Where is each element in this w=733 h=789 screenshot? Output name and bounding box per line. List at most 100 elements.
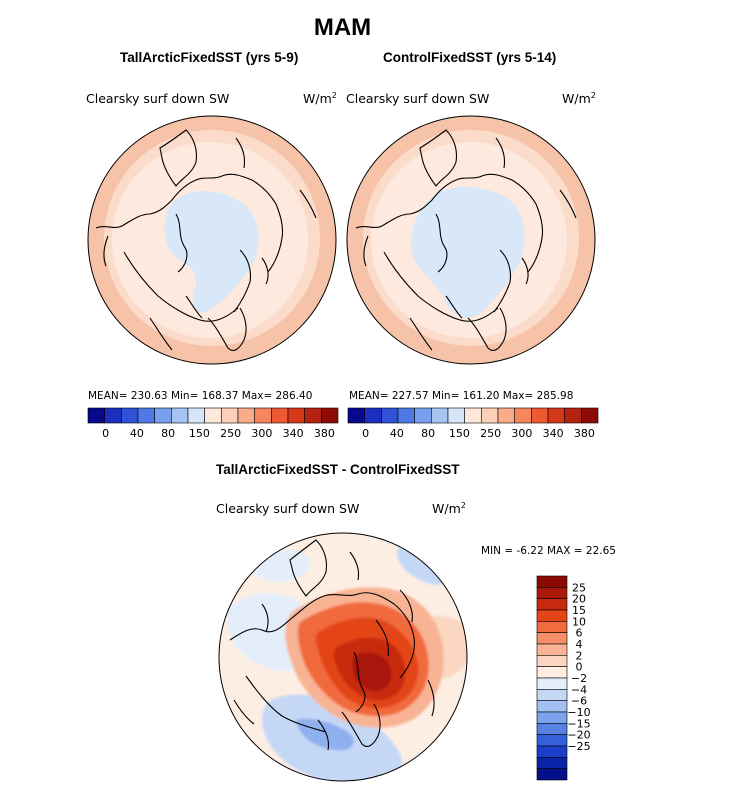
diff-colorbar-swatch-16 xyxy=(536,757,568,769)
diff-colorbar-label-14: −25 xyxy=(567,740,590,753)
left-colorbar-swatch-14 xyxy=(321,407,339,424)
left-colorbar-swatch-1 xyxy=(104,407,122,424)
left-colorbar: 0 40 80 150 250 300 340 380 xyxy=(87,407,339,440)
left-colorbar-label-1: 40 xyxy=(130,427,144,440)
figure-title: MAM xyxy=(313,14,372,41)
diff-colorbar-swatch-2 xyxy=(536,598,568,611)
diff-colorbar-swatch-8 xyxy=(536,666,568,679)
left-polar-map xyxy=(87,115,337,365)
diff-colorbar-label-2: 15 xyxy=(572,604,586,617)
right-colorbar-label-7: 380 xyxy=(574,427,595,440)
diff-colorbar-swatch-6 xyxy=(536,643,568,656)
left-stats: MEAN= 230.63 Min= 168.37 Max= 286.40 xyxy=(88,390,313,402)
right-colorbar-swatch-12 xyxy=(547,407,565,424)
diff-colorbar-label-1: 20 xyxy=(572,593,586,606)
diff-colorbar-label-13: −20 xyxy=(567,729,590,742)
right-colorbar-swatch-5 xyxy=(431,407,449,424)
right-colorbar-swatch-0 xyxy=(347,407,365,424)
left-colorbar-swatch-8 xyxy=(221,407,239,424)
diff-colorbar-swatch-0 xyxy=(536,575,568,588)
diff-colorbar-label-0: 25 xyxy=(572,581,586,594)
difference-polar-map xyxy=(218,532,468,782)
right-units-label: W/m2 xyxy=(562,91,596,107)
right-colorbar-swatch-9 xyxy=(497,407,515,424)
diff-colorbar-swatch-4 xyxy=(536,621,568,633)
right-colorbar-swatch-11 xyxy=(531,407,549,424)
diff-colorbar-swatch-9 xyxy=(536,677,568,690)
left-colorbar-swatch-10 xyxy=(254,407,272,424)
right-colorbar-swatch-13 xyxy=(564,407,582,424)
left-colorbar-swatch-5 xyxy=(171,407,189,424)
right-colorbar-label-3: 150 xyxy=(449,427,470,440)
right-colorbar-label-0: 0 xyxy=(362,427,369,440)
left-colorbar-label-7: 380 xyxy=(314,427,335,440)
diff-colorbar-swatch-13 xyxy=(536,723,568,735)
right-colorbar-label-6: 340 xyxy=(543,427,564,440)
right-colorbar-swatch-4 xyxy=(414,407,432,424)
left-colorbar-label-0: 0 xyxy=(102,427,109,440)
left-colorbar-swatch-0 xyxy=(87,407,105,424)
diff-panel-title: TallArcticFixedSST - ControlFixedSST xyxy=(216,462,460,477)
right-panel-title: ControlFixedSST (yrs 5-14) xyxy=(383,50,557,65)
right-colorbar-swatch-3 xyxy=(397,407,415,424)
right-colorbar-label-5: 300 xyxy=(511,427,532,440)
right-colorbar-swatch-6 xyxy=(447,407,465,424)
left-colorbar-swatch-2 xyxy=(121,407,139,424)
left-colorbar-label-3: 150 xyxy=(189,427,210,440)
left-variable-label: Clearsky surf down SW xyxy=(86,91,230,106)
right-colorbar-label-2: 80 xyxy=(421,427,435,440)
left-colorbar-swatch-11 xyxy=(271,407,289,424)
diff-colorbar-label-5: 4 xyxy=(576,638,583,651)
right-colorbar-swatch-10 xyxy=(514,407,532,424)
diff-colorbar-swatch-17 xyxy=(536,768,568,781)
left-colorbar-label-4: 250 xyxy=(220,427,241,440)
diff-colorbar-label-8: −2 xyxy=(571,672,587,685)
diff-colorbar-label-6: 2 xyxy=(576,649,583,662)
diff-colorbar-swatch-11 xyxy=(536,700,568,713)
left-colorbar-swatch-6 xyxy=(187,407,205,424)
diff-colorbar-swatch-15 xyxy=(536,745,568,758)
right-polar-map xyxy=(346,115,596,365)
diff-colorbar-label-11: −10 xyxy=(567,706,590,719)
left-panel-title: TallArcticFixedSST (yrs 5-9) xyxy=(120,50,299,65)
diff-colorbar-label-7: 0 xyxy=(576,661,583,674)
right-colorbar-swatch-7 xyxy=(464,407,482,424)
diff-colorbar-swatch-14 xyxy=(536,734,568,747)
diff-colorbar-swatch-10 xyxy=(536,689,568,701)
left-colorbar-label-5: 300 xyxy=(251,427,272,440)
right-colorbar-swatch-14 xyxy=(581,407,599,424)
right-colorbar-swatch-1 xyxy=(364,407,382,424)
diff-colorbar-swatch-5 xyxy=(536,632,568,645)
right-colorbar-label-1: 40 xyxy=(390,427,404,440)
right-colorbar-swatch-8 xyxy=(481,407,499,424)
left-colorbar-swatch-7 xyxy=(204,407,222,424)
right-colorbar-label-4: 250 xyxy=(480,427,501,440)
left-colorbar-swatch-3 xyxy=(137,407,155,424)
diff-variable-label: Clearsky surf down SW xyxy=(216,501,360,516)
diff-units-label: W/m2 xyxy=(432,501,466,517)
right-stats: MEAN= 227.57 Min= 161.20 Max= 285.98 xyxy=(349,390,574,402)
left-colorbar-swatch-9 xyxy=(237,407,255,424)
diff-colorbar-swatch-3 xyxy=(536,609,568,622)
diff-colorbar-label-4: 6 xyxy=(576,627,583,640)
diff-colorbar-label-10: −6 xyxy=(571,695,587,708)
diff-colorbar-label-3: 10 xyxy=(572,615,586,628)
left-colorbar-label-2: 80 xyxy=(161,427,175,440)
diff-colorbar-label-9: −4 xyxy=(571,683,587,696)
diff-colorbar-swatch-12 xyxy=(536,711,568,724)
left-colorbar-swatch-13 xyxy=(304,407,322,424)
diff-colorbar-label-12: −15 xyxy=(567,717,590,730)
diff-colorbar-swatch-7 xyxy=(536,655,568,667)
diff-colorbar-swatch-1 xyxy=(536,587,568,599)
right-colorbar-swatch-2 xyxy=(381,407,399,424)
left-colorbar-swatch-12 xyxy=(287,407,305,424)
left-colorbar-label-6: 340 xyxy=(283,427,304,440)
right-variable-label: Clearsky surf down SW xyxy=(346,91,490,106)
right-colorbar: 0 40 80 150 250 300 340 380 xyxy=(347,407,599,440)
left-units-label: W/m2 xyxy=(303,91,337,107)
diff-minmax: MIN = -6.22 MAX = 22.65 xyxy=(481,545,616,557)
left-colorbar-swatch-4 xyxy=(154,407,172,424)
